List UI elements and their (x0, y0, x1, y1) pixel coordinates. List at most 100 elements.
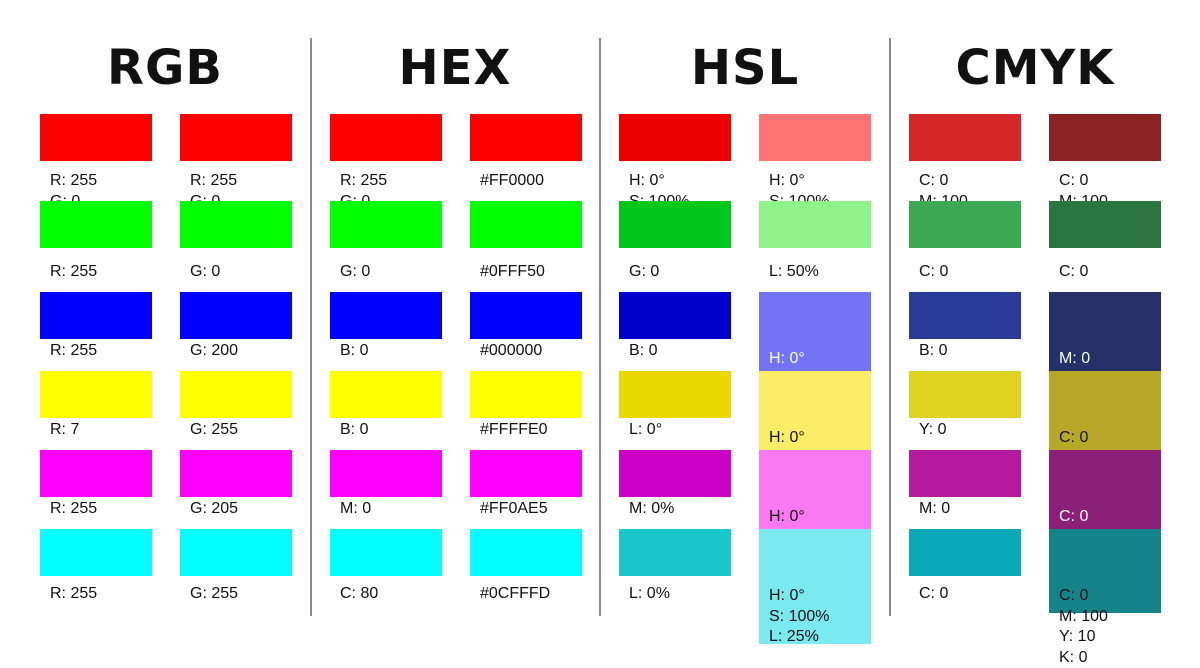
value-label: C: 80 (340, 584, 444, 605)
rgb-color-swatch (180, 292, 292, 339)
cmyk-value-labels: C: 0 (1059, 262, 1163, 283)
rgb-color-swatch (180, 450, 292, 497)
hsl-value-labels: L: 0% (629, 584, 733, 605)
hsl-value-labels: L: 50% (769, 262, 873, 283)
value-label: G: 255 (190, 420, 294, 441)
rgb-color-swatch (180, 201, 292, 248)
hex-color-swatch (470, 114, 582, 161)
value-label: C: 0 (1059, 586, 1163, 607)
value-label: Y: 0 (919, 420, 1023, 441)
hex-value-labels: #FFFFE0 (480, 420, 584, 441)
hex-color-swatch (330, 114, 442, 161)
value-label: H: 0° (769, 586, 873, 607)
value-label: S: 100% (769, 607, 873, 628)
hsl-value-labels: L: 0° (629, 420, 733, 441)
rgb-color-swatch (40, 201, 152, 248)
cmyk-heading: CMYK (890, 38, 1180, 98)
hex-color-swatch (330, 292, 442, 339)
value-label: H: 0° (769, 507, 873, 528)
hsl-value-labels: H: 0°S: 100%L: 25% (769, 586, 873, 648)
rgb-value-labels: G: 205 (190, 499, 294, 520)
hex-color-swatch (470, 292, 582, 339)
value-label: H: 0° (769, 428, 873, 449)
value-label: R: 255 (190, 171, 294, 192)
value-label: #000000 (480, 341, 584, 362)
rgb-color-swatch (40, 529, 152, 576)
value-label: B: 0 (340, 341, 444, 362)
rgb-color-swatch (40, 450, 152, 497)
column-divider (889, 38, 891, 616)
value-label: R: 255 (50, 171, 154, 192)
value-label: B: 0 (629, 341, 733, 362)
column-divider (310, 38, 312, 616)
hex-value-labels: #0CFFFD (480, 584, 584, 605)
value-label: M: 0 (340, 499, 444, 520)
value-label: H: 0° (629, 171, 733, 192)
value-label: R: 255 (50, 584, 154, 605)
value-label: M: 0% (629, 499, 733, 520)
cmyk-color-swatch (909, 201, 1021, 248)
value-label: G: 0 (340, 262, 444, 283)
value-label: H: 0° (769, 349, 873, 370)
value-label: #0FFF50 (480, 262, 584, 283)
rgb-value-labels: R: 255 (50, 262, 154, 283)
hsl-value-labels: B: 0 (629, 341, 733, 362)
rgb-value-labels: G: 255 (190, 584, 294, 605)
hex-color-swatch (330, 371, 442, 418)
hex-value-labels: #FF0AE5 (480, 499, 584, 520)
value-label: #FFFFE0 (480, 420, 584, 441)
cmyk-color-swatch (1049, 201, 1161, 248)
hex-value-labels: B: 0 (340, 420, 444, 441)
hsl-color-swatch (619, 292, 731, 339)
value-label: C: 0 (1059, 171, 1163, 192)
value-label: G: 255 (190, 584, 294, 605)
cmyk-value-labels: M: 0 (919, 499, 1023, 520)
cmyk-color-swatch (909, 292, 1021, 339)
hex-value-labels: #0FFF50 (480, 262, 584, 283)
value-label: #FF0AE5 (480, 499, 584, 520)
value-label: R: 255 (50, 341, 154, 362)
hsl-color-swatch (619, 201, 731, 248)
cmyk-value-labels: B: 0 (919, 341, 1023, 362)
value-label: L: 0° (629, 420, 733, 441)
cmyk-color-swatch (909, 114, 1021, 161)
column-divider (599, 38, 601, 616)
value-label: G: 200 (190, 341, 294, 362)
hsl-color-swatch (619, 450, 731, 497)
value-label: C: 0 (919, 171, 1023, 192)
rgb-value-labels: R: 255 (50, 341, 154, 362)
cmyk-value-labels: C: 0 (919, 584, 1023, 605)
rgb-heading: RGB (20, 38, 310, 98)
cmyk-value-labels: Y: 0 (919, 420, 1023, 441)
cmyk-color-swatch (909, 371, 1021, 418)
hex-value-labels: M: 0 (340, 499, 444, 520)
rgb-value-labels: R: 7 (50, 420, 154, 441)
hex-value-labels: G: 0 (340, 262, 444, 283)
rgb-color-swatch (180, 529, 292, 576)
cmyk-color-swatch (909, 529, 1021, 576)
value-label: #FF0000 (480, 171, 584, 192)
hex-value-labels: #000000 (480, 341, 584, 362)
hsl-color-swatch (759, 201, 871, 248)
hex-color-swatch (330, 529, 442, 576)
value-label: G: 0 (629, 262, 733, 283)
value-label: C: 0 (919, 262, 1023, 283)
hex-value-labels: B: 0 (340, 341, 444, 362)
hex-value-labels: #FF0000 (480, 171, 584, 192)
hex-color-swatch (470, 201, 582, 248)
rgb-color-swatch (40, 371, 152, 418)
hsl-heading: HSL (600, 38, 890, 98)
hsl-color-swatch (619, 114, 731, 161)
value-label: R: 255 (50, 262, 154, 283)
hsl-color-swatch (619, 371, 731, 418)
rgb-color-swatch (180, 371, 292, 418)
rgb-value-labels: G: 200 (190, 341, 294, 362)
hex-value-labels: C: 80 (340, 584, 444, 605)
hex-heading: HEX (310, 38, 600, 98)
hsl-value-labels: G: 0 (629, 262, 733, 283)
hsl-value-labels: M: 0% (629, 499, 733, 520)
rgb-value-labels: G: 0 (190, 262, 294, 283)
value-label: B: 0 (340, 420, 444, 441)
value-label: Y: 10 (1059, 627, 1163, 648)
